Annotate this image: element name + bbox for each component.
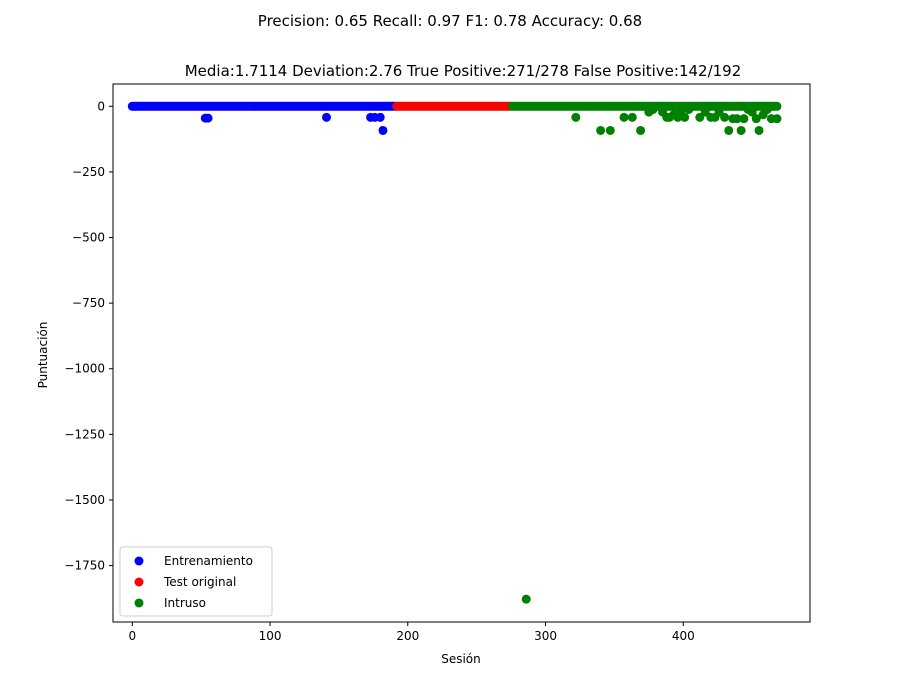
point-intruso bbox=[648, 104, 658, 114]
legend: Entrenamiento Test original Intruso bbox=[119, 546, 273, 617]
legend-label-test-original: Test original bbox=[163, 575, 236, 589]
plot-frame bbox=[112, 83, 811, 623]
x-axis-label: Sesión bbox=[441, 652, 481, 666]
chart-title: Media:1.7114 Deviation:2.76 True Positiv… bbox=[185, 62, 742, 80]
point-intruso bbox=[754, 125, 764, 135]
legend-marker-test-original bbox=[134, 577, 144, 587]
point-intruso bbox=[720, 112, 730, 122]
series-entrenamiento bbox=[127, 101, 400, 135]
x-tick-label: 200 bbox=[396, 629, 419, 643]
y-axis-label: Puntuación bbox=[36, 322, 50, 389]
y-tick-label: −1000 bbox=[64, 362, 105, 376]
point-intruso bbox=[724, 125, 734, 135]
y-axis-ticks: 0 −250 −500 −750 −1000 −1250 −1500 −1750 bbox=[64, 99, 113, 573]
y-tick-label: −250 bbox=[72, 165, 105, 179]
point-intruso bbox=[619, 112, 629, 122]
y-tick-label: −500 bbox=[72, 231, 105, 245]
point-intruso bbox=[747, 107, 757, 117]
point-intruso bbox=[571, 112, 581, 122]
legend-box bbox=[119, 546, 273, 617]
point-entrenamiento bbox=[203, 113, 213, 123]
x-tick-label: 100 bbox=[259, 629, 282, 643]
y-tick-label: 0 bbox=[97, 99, 105, 113]
legend-marker-intruso bbox=[134, 598, 144, 608]
x-tick-label: 400 bbox=[672, 629, 695, 643]
data-points bbox=[127, 101, 782, 604]
legend-label-intruso: Intruso bbox=[164, 596, 206, 610]
point-intruso bbox=[732, 114, 742, 124]
x-tick-label: 0 bbox=[128, 629, 136, 643]
x-axis-ticks: 0 100 200 300 400 bbox=[128, 622, 695, 643]
point-intruso bbox=[762, 104, 772, 114]
chart-suptitle: Precision: 0.65 Recall: 0.97 F1: 0.78 Ac… bbox=[258, 12, 642, 30]
legend-marker-entrenamiento bbox=[134, 556, 144, 566]
point-intruso bbox=[521, 594, 531, 604]
legend-item-entrenamiento: Entrenamiento bbox=[134, 554, 253, 568]
point-intruso bbox=[684, 104, 694, 114]
point-intruso bbox=[605, 125, 615, 135]
point-entrenamiento bbox=[375, 112, 385, 122]
series-intruso bbox=[507, 101, 782, 604]
point-intruso bbox=[596, 125, 606, 135]
point-intruso bbox=[636, 125, 646, 135]
point-intruso bbox=[751, 114, 761, 124]
x-tick-label: 300 bbox=[534, 629, 557, 643]
y-tick-label: −1250 bbox=[64, 427, 105, 441]
point-intruso bbox=[739, 114, 749, 124]
point-intruso bbox=[772, 114, 782, 124]
point-intruso bbox=[627, 112, 637, 122]
y-tick-label: −1750 bbox=[64, 559, 105, 573]
y-tick-label: −750 bbox=[72, 296, 105, 310]
point-entrenamiento bbox=[322, 112, 332, 122]
point-intruso bbox=[680, 112, 690, 122]
legend-item-intruso: Intruso bbox=[134, 596, 206, 610]
point-entrenamiento bbox=[378, 125, 388, 135]
legend-item-test-original: Test original bbox=[134, 575, 236, 589]
legend-label-entrenamiento: Entrenamiento bbox=[164, 554, 253, 568]
point-intruso bbox=[736, 125, 746, 135]
series-test-original bbox=[392, 101, 516, 111]
point-intruso bbox=[772, 101, 782, 111]
y-tick-label: −1500 bbox=[64, 493, 105, 507]
